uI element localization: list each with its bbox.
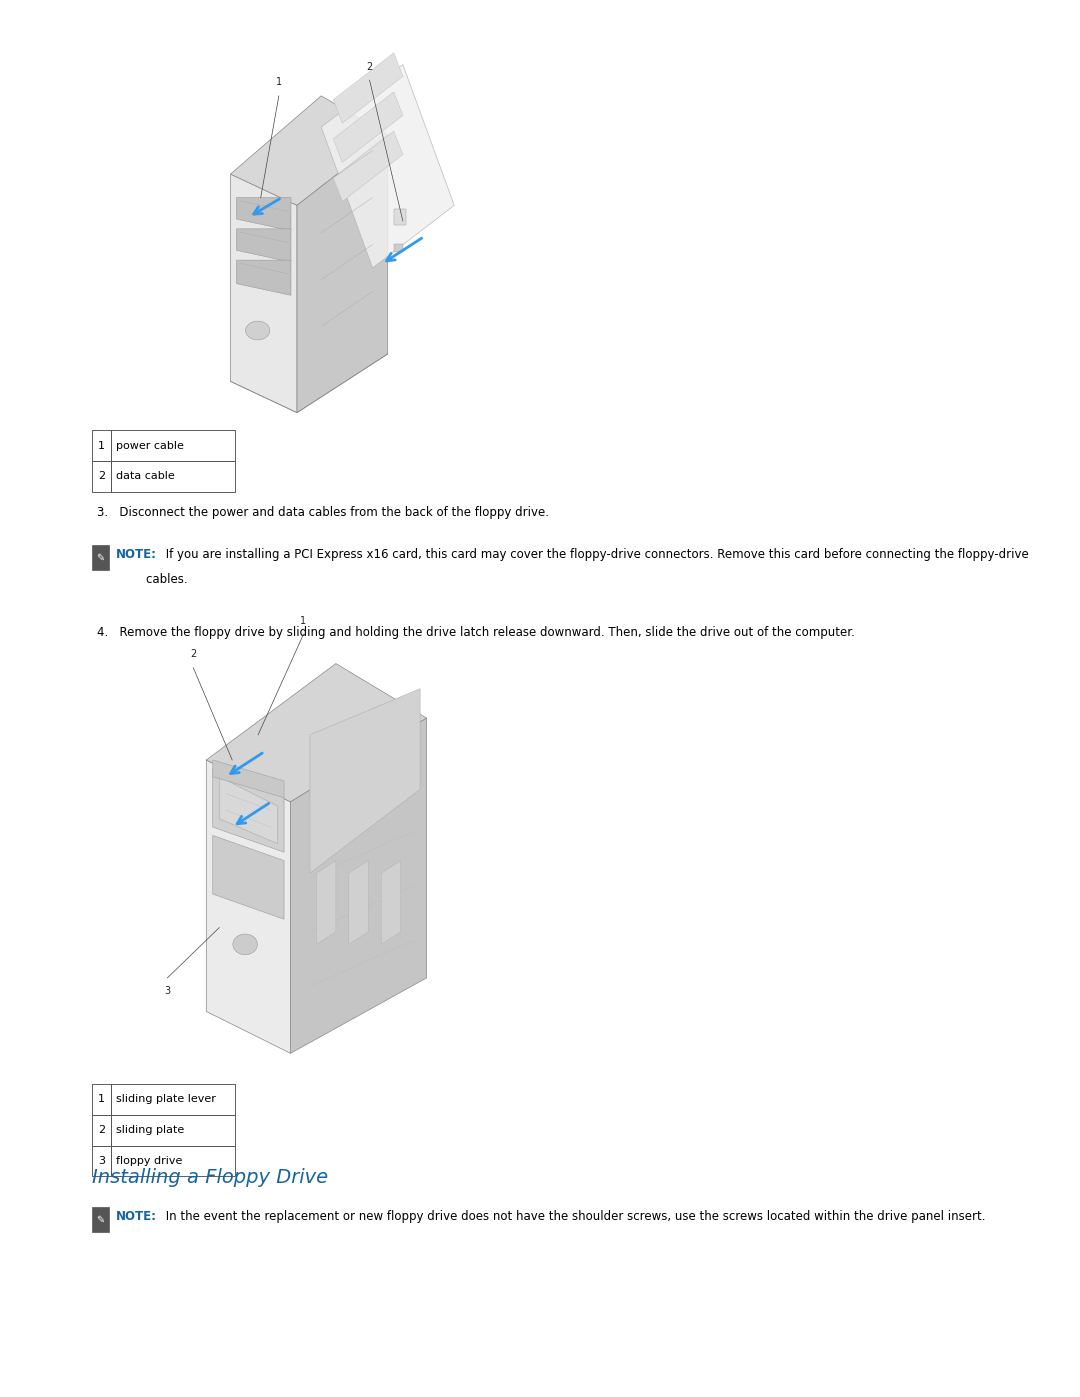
Polygon shape bbox=[237, 260, 291, 295]
Text: sliding plate lever: sliding plate lever bbox=[116, 1094, 215, 1105]
Polygon shape bbox=[213, 835, 284, 919]
Bar bbox=[111, 1115, 235, 1146]
Text: 2: 2 bbox=[98, 1125, 105, 1136]
Bar bbox=[111, 1084, 235, 1115]
Text: 3: 3 bbox=[164, 986, 171, 996]
Bar bbox=[92, 545, 109, 570]
Bar bbox=[394, 210, 406, 225]
Polygon shape bbox=[233, 935, 257, 954]
Bar bbox=[92, 1115, 111, 1146]
Bar bbox=[394, 244, 403, 253]
Polygon shape bbox=[334, 53, 403, 123]
Bar bbox=[92, 1146, 111, 1176]
Text: power cable: power cable bbox=[116, 440, 184, 451]
Polygon shape bbox=[334, 131, 403, 201]
Text: sliding plate: sliding plate bbox=[116, 1125, 184, 1136]
Text: 2: 2 bbox=[190, 650, 197, 659]
Text: cables.: cables. bbox=[116, 573, 187, 585]
Bar bbox=[111, 430, 235, 461]
Text: 3.   Disconnect the power and data cables from the back of the floppy drive.: 3. Disconnect the power and data cables … bbox=[97, 506, 550, 518]
Text: ✎: ✎ bbox=[96, 552, 105, 563]
Polygon shape bbox=[297, 136, 388, 412]
Polygon shape bbox=[291, 718, 427, 1053]
Text: If you are installing a PCI Express x16 card, this card may cover the floppy-dri: If you are installing a PCI Express x16 … bbox=[162, 548, 1029, 560]
Text: ✎: ✎ bbox=[96, 1214, 105, 1225]
Text: 3: 3 bbox=[98, 1155, 105, 1166]
Polygon shape bbox=[381, 861, 401, 944]
Polygon shape bbox=[237, 197, 291, 231]
Text: 1: 1 bbox=[98, 440, 105, 451]
Polygon shape bbox=[206, 760, 291, 1053]
Polygon shape bbox=[230, 96, 388, 205]
Bar bbox=[92, 1084, 111, 1115]
Text: NOTE:: NOTE: bbox=[116, 548, 157, 560]
Text: 2: 2 bbox=[366, 61, 373, 71]
Text: In the event the replacement or new floppy drive does not have the shoulder scre: In the event the replacement or new flop… bbox=[162, 1210, 986, 1222]
Text: data cable: data cable bbox=[116, 471, 174, 482]
Polygon shape bbox=[213, 768, 284, 852]
Polygon shape bbox=[237, 229, 291, 263]
Polygon shape bbox=[245, 321, 270, 339]
Bar bbox=[111, 461, 235, 492]
Bar bbox=[92, 430, 111, 461]
Text: 1: 1 bbox=[275, 77, 282, 88]
Bar bbox=[92, 461, 111, 492]
Bar bbox=[92, 1207, 109, 1232]
Polygon shape bbox=[316, 861, 336, 944]
Bar bbox=[111, 1146, 235, 1176]
Text: 1: 1 bbox=[98, 1094, 105, 1105]
Text: Installing a Floppy Drive: Installing a Floppy Drive bbox=[92, 1168, 328, 1187]
Text: 1: 1 bbox=[300, 616, 307, 626]
Text: 2: 2 bbox=[98, 471, 105, 482]
Polygon shape bbox=[321, 64, 455, 268]
Polygon shape bbox=[334, 92, 403, 162]
Polygon shape bbox=[213, 760, 284, 798]
Polygon shape bbox=[206, 664, 427, 802]
Polygon shape bbox=[230, 175, 297, 412]
Polygon shape bbox=[219, 777, 278, 844]
Polygon shape bbox=[310, 689, 420, 873]
Polygon shape bbox=[349, 861, 368, 944]
Text: floppy drive: floppy drive bbox=[116, 1155, 181, 1166]
Text: NOTE:: NOTE: bbox=[116, 1210, 157, 1222]
Text: 4.   Remove the floppy drive by sliding and holding the drive latch release down: 4. Remove the floppy drive by sliding an… bbox=[97, 626, 855, 638]
